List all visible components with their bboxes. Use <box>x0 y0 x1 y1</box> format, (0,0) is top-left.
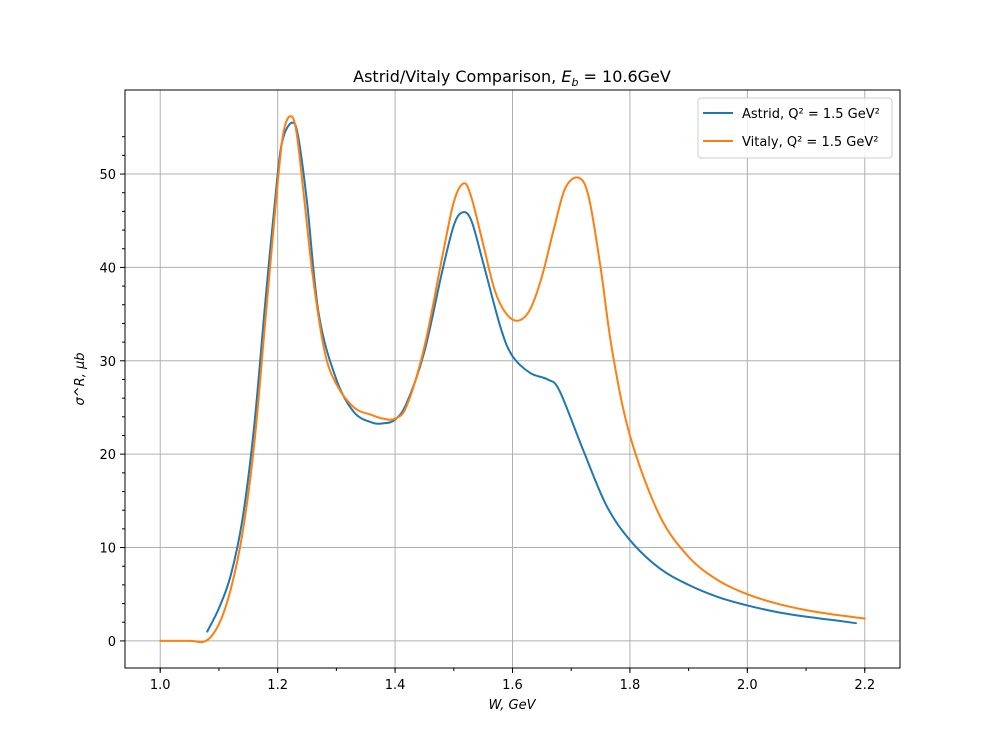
y-tick-label: 40 <box>99 261 116 276</box>
legend-box <box>697 97 893 159</box>
y-tick-label: 50 <box>99 168 116 183</box>
x-tick-label: 1.8 <box>620 678 641 693</box>
chart-title: Astrid/Vitaly Comparison, Eb = 10.6GeV <box>353 67 671 89</box>
y-tick-label: 30 <box>99 355 116 370</box>
grid-lines <box>125 90 900 668</box>
y-tick-label: 0 <box>108 635 116 650</box>
series-lines <box>159 115 866 644</box>
x-axis-label: W, GeV <box>488 698 536 713</box>
x-tick-label: 1.0 <box>150 678 171 693</box>
y-tick-label: 20 <box>99 448 116 463</box>
x-tick-label: 1.2 <box>267 678 288 693</box>
legend-label-vitaly: Vitaly, Q² = 1.5 GeV² <box>742 135 878 150</box>
axis-ticks: 1.0 1.2 1.4 1.6 1.8 2.0 2.2 0 10 20 30 40 50 <box>99 136 875 693</box>
x-tick-label: 1.4 <box>385 678 406 693</box>
series-line-vitaly <box>159 115 866 644</box>
x-tick-label: 2.0 <box>737 678 758 693</box>
x-tick-label: 1.6 <box>502 678 523 693</box>
y-tick-label: 10 <box>99 542 116 557</box>
y-axis-label: σ^R, μb <box>73 353 88 406</box>
x-tick-label: 2.2 <box>854 678 875 693</box>
legend: Astrid, Q² = 1.5 GeV² Vitaly, Q² = 1.5 G… <box>697 97 893 159</box>
legend-label-astrid: Astrid, Q² = 1.5 GeV² <box>742 107 880 122</box>
